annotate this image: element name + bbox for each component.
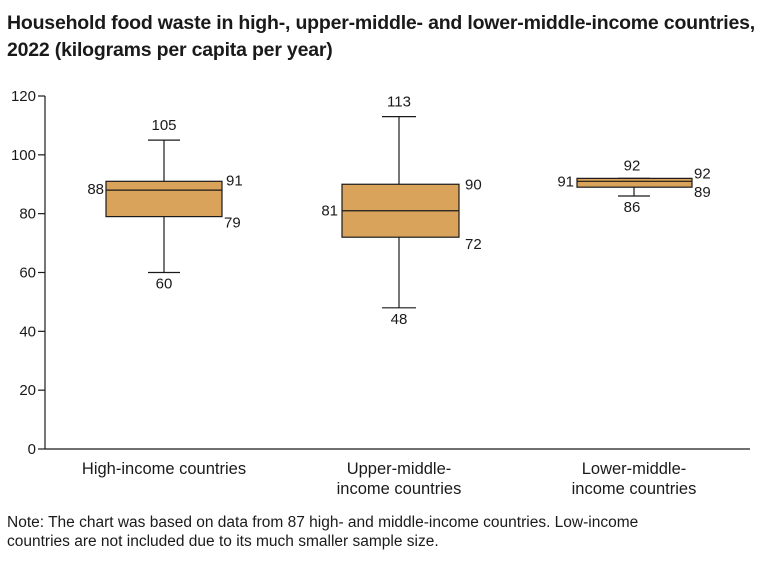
cat-1-q3-label: 91 (226, 172, 243, 189)
cat-2-max-label: 113 (387, 94, 411, 111)
chart-title: Household food waste in high-, upper-mid… (7, 10, 762, 64)
cat-1-box (105, 180, 223, 218)
cat-3-min-label: 86 (624, 199, 641, 216)
cat-3-category-label-line-1: Lower-middle- (582, 460, 687, 478)
y-tick-label-100: 100 (11, 147, 36, 164)
cat-3-q3-label: 92 (694, 165, 711, 182)
cat-1-median-label: 88 (87, 181, 104, 198)
y-tick-label-80: 80 (19, 206, 36, 223)
cat-2-category-label-line-2: income countries (337, 480, 462, 498)
y-tick-label-60: 60 (19, 265, 36, 282)
cat-3-category-label-line-2: income countries (572, 480, 697, 498)
box-plot-chart: 0 20 40 60 80 100 120 105 60 88 91 79 High-income co… (11, 88, 750, 498)
cat-3-q1-label: 89 (694, 184, 711, 201)
chart-note: Note: The chart was based on data from 8… (7, 513, 762, 551)
cat-3-median-label: 91 (557, 173, 574, 190)
cat-2-q3-label: 90 (465, 176, 482, 193)
y-tick-label-20: 20 (19, 382, 36, 399)
chart-title-line-1: Household food waste in high-, upper-mid… (7, 12, 755, 34)
chart-note-line-1: Note: The chart was based on data from 8… (7, 514, 639, 531)
y-tick-label-120: 120 (11, 88, 36, 105)
cat-3-max-label: 92 (624, 157, 641, 174)
cat-3-box (576, 177, 693, 188)
y-tick-label-40: 40 (19, 323, 36, 340)
cat-1-q1-label: 79 (224, 215, 241, 232)
cat-1-category-label-line-1: High-income countries (82, 460, 246, 478)
cat-2-category-label-line-1: Upper-middle- (347, 460, 452, 478)
y-tick-label-0: 0 (28, 441, 36, 458)
cat-2-q1-label: 72 (465, 236, 482, 253)
chart-title-line-2: 2022 (kilograms per capita per year) (7, 39, 333, 61)
cat-2-median-label: 81 (321, 203, 338, 220)
cat-1-min-label: 60 (156, 276, 173, 293)
cat-2-min-label: 48 (391, 311, 408, 328)
chart-note-line-2: countries are not included due to its mu… (7, 533, 439, 550)
cat-1-max-label: 105 (151, 117, 176, 134)
